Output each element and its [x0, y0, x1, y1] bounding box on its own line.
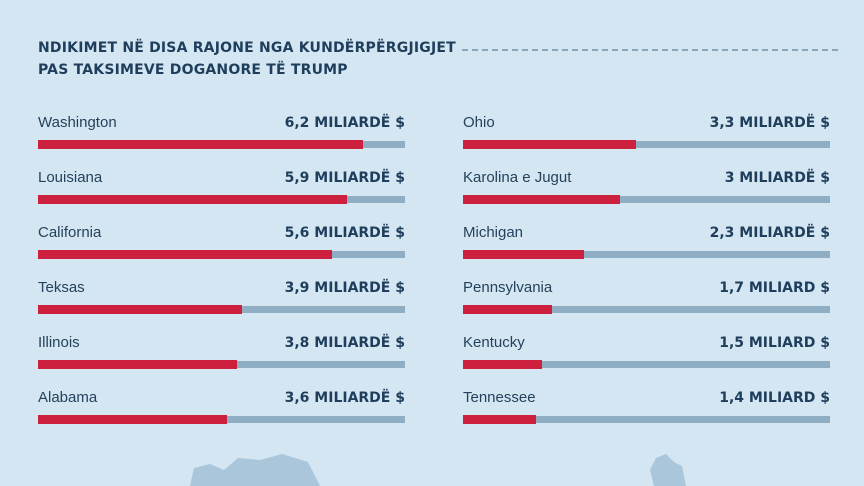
bar-track: [38, 140, 405, 149]
value-label: 3,8 MILIARDË $: [284, 335, 405, 351]
bar-track: [38, 305, 405, 314]
bar-fill: [38, 415, 227, 424]
bar-fill: [38, 305, 243, 314]
region-label: Illinois: [38, 334, 80, 351]
chart-title-line-2: PAS TAKSIMEVE DOGANORE TË TRUMP: [38, 62, 348, 78]
bar-fill: [463, 360, 542, 369]
value-label: 3 MILIARDË $: [724, 170, 830, 186]
bar-row: Kentucky 1,5 MILIARD $: [463, 332, 830, 387]
dashed-divider: [461, 49, 838, 51]
bar-track: [38, 360, 405, 369]
bar-row: Pennsylvania 1,7 MILIARD $: [463, 277, 830, 332]
bar-fill: [38, 250, 332, 259]
bar-row: Tennessee 1,4 MILIARD $: [463, 387, 830, 442]
bar-row: Alabama 3,6 MILIARDË $: [38, 387, 405, 442]
bar-column-right: Ohio 3,3 MILIARDË $ Karolina e Jugut 3 MILI…: [463, 112, 830, 442]
bar-row: Louisiana 5,9 MILIARDË $: [38, 167, 405, 222]
bar-track: [463, 415, 830, 424]
bar-fill: [463, 250, 584, 259]
region-label: Karolina e Jugut: [463, 169, 572, 186]
value-label: 1,5 MILIARD $: [719, 335, 830, 351]
value-label: 5,9 MILIARDË $: [284, 170, 405, 186]
region-label: Pennsylvania: [463, 279, 553, 296]
value-label: 1,4 MILIARD $: [719, 390, 830, 406]
region-label: Ohio: [463, 114, 495, 131]
region-label: Washington: [38, 114, 117, 131]
value-label: 1,7 MILIARD $: [719, 280, 830, 296]
region-label: California: [38, 224, 102, 241]
region-label: Louisiana: [38, 169, 103, 186]
value-label: 3,9 MILIARDË $: [284, 280, 405, 296]
region-label: Alabama: [38, 389, 98, 406]
map-silhouette-left: [190, 454, 320, 486]
bar-track: [463, 140, 830, 149]
bar-track: [463, 250, 830, 259]
bar-row: Illinois 3,8 MILIARDË $: [38, 332, 405, 387]
bar-fill: [463, 305, 553, 314]
bar-track: [38, 195, 405, 204]
value-label: 5,6 MILIARDË $: [284, 225, 405, 241]
bar-fill: [463, 415, 537, 424]
bar-column-left: Washington 6,2 MILIARDË $ Louisiana 5,9 MIL…: [38, 112, 405, 442]
bar-fill: [38, 360, 238, 369]
bar-row: Michigan 2,3 MILIARDË $: [463, 222, 830, 277]
value-label: 6,2 MILIARDË $: [284, 115, 405, 131]
value-label: 3,3 MILIARDË $: [709, 115, 830, 131]
map-silhouette-right: [650, 454, 686, 486]
bar-fill: [38, 195, 348, 204]
bar-row: California 5,6 MILIARDË $: [38, 222, 405, 277]
bar-track: [38, 415, 405, 424]
bar-track: [463, 305, 830, 314]
region-label: Michigan: [463, 224, 524, 241]
bar-row: Karolina e Jugut 3 MILIARDË $: [463, 167, 830, 222]
bar-row: Teksas 3,9 MILIARDË $: [38, 277, 405, 332]
region-label: Kentucky: [463, 334, 525, 351]
chart-title-line-1: NDIKIMET NË DISA RAJONE NGA KUNDËRPËRGJI…: [38, 40, 456, 56]
bar-fill: [463, 195, 621, 204]
value-label: 3,6 MILIARDË $: [284, 390, 405, 406]
value-label: 2,3 MILIARDË $: [709, 225, 830, 241]
chart-title: NDIKIMET NË DISA RAJONE NGA KUNDËRPËRGJI…: [38, 36, 838, 84]
bar-row: Ohio 3,3 MILIARDË $: [463, 112, 830, 167]
region-label: Teksas: [38, 279, 85, 296]
bar-row: Washington 6,2 MILIARDË $: [38, 112, 405, 167]
bar-fill: [463, 140, 636, 149]
bar-fill: [38, 140, 364, 149]
bar-track: [463, 360, 830, 369]
region-label: Tennessee: [463, 389, 536, 406]
bar-track: [38, 250, 405, 259]
bar-track: [463, 195, 830, 204]
